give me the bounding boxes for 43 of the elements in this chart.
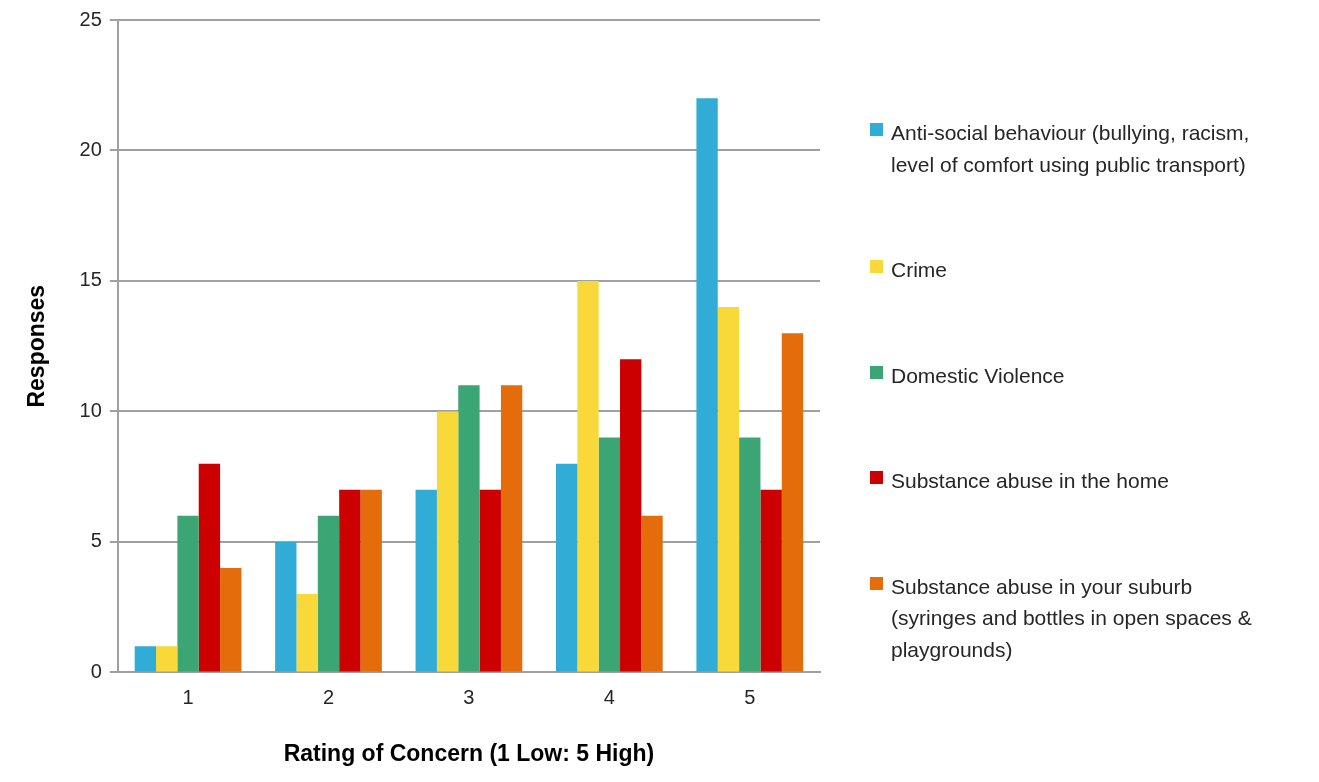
bar bbox=[479, 489, 501, 672]
y-tick-label: 10 bbox=[79, 398, 102, 421]
bar bbox=[339, 489, 361, 672]
y-tick-label: 15 bbox=[79, 268, 102, 291]
bar bbox=[577, 280, 599, 672]
legend-label: Anti-social behaviour (bullying, racism, level of comfort using public transport) bbox=[891, 120, 1251, 178]
x-tick-label: 1 bbox=[182, 685, 194, 708]
bar bbox=[134, 646, 157, 672]
x-tick-label: 2 bbox=[322, 685, 335, 708]
x-tick-label: 4 bbox=[603, 685, 615, 708]
bar bbox=[500, 385, 523, 672]
bar bbox=[198, 463, 221, 672]
bar bbox=[781, 333, 804, 672]
bar bbox=[620, 359, 642, 672]
bar bbox=[296, 594, 318, 672]
bar bbox=[360, 489, 382, 672]
bar bbox=[760, 489, 782, 672]
x-tick-label: 5 bbox=[744, 685, 756, 708]
bar bbox=[598, 437, 621, 672]
bar bbox=[275, 541, 297, 672]
bar bbox=[220, 568, 242, 672]
bar bbox=[415, 489, 437, 672]
legend-label: Substance abuse in your suburb (syringes and bottles in open spaces & playgrounds) bbox=[891, 573, 1253, 663]
bar bbox=[156, 646, 178, 672]
bar bbox=[436, 411, 459, 672]
bar bbox=[641, 515, 663, 672]
y-tick-label: 5 bbox=[90, 529, 102, 552]
bar bbox=[696, 98, 718, 672]
bar bbox=[555, 463, 578, 672]
y-tick-label: 25 bbox=[79, 7, 102, 30]
legend-label: Domestic Violence bbox=[891, 362, 1066, 389]
bar bbox=[717, 307, 740, 672]
y-axis-title: Responses bbox=[23, 284, 50, 408]
x-axis-title: Rating of Concern (1 Low: 5 High) bbox=[283, 739, 655, 766]
y-tick-label: 0 bbox=[90, 659, 102, 682]
bar bbox=[177, 515, 199, 672]
bar bbox=[317, 515, 340, 672]
legend-label: Substance abuse in the home bbox=[891, 468, 1170, 494]
bar bbox=[458, 385, 480, 672]
legend-label: Crime bbox=[891, 257, 948, 283]
y-tick-label: 20 bbox=[79, 138, 102, 160]
bar bbox=[739, 437, 761, 672]
x-tick-label: 3 bbox=[463, 685, 475, 708]
